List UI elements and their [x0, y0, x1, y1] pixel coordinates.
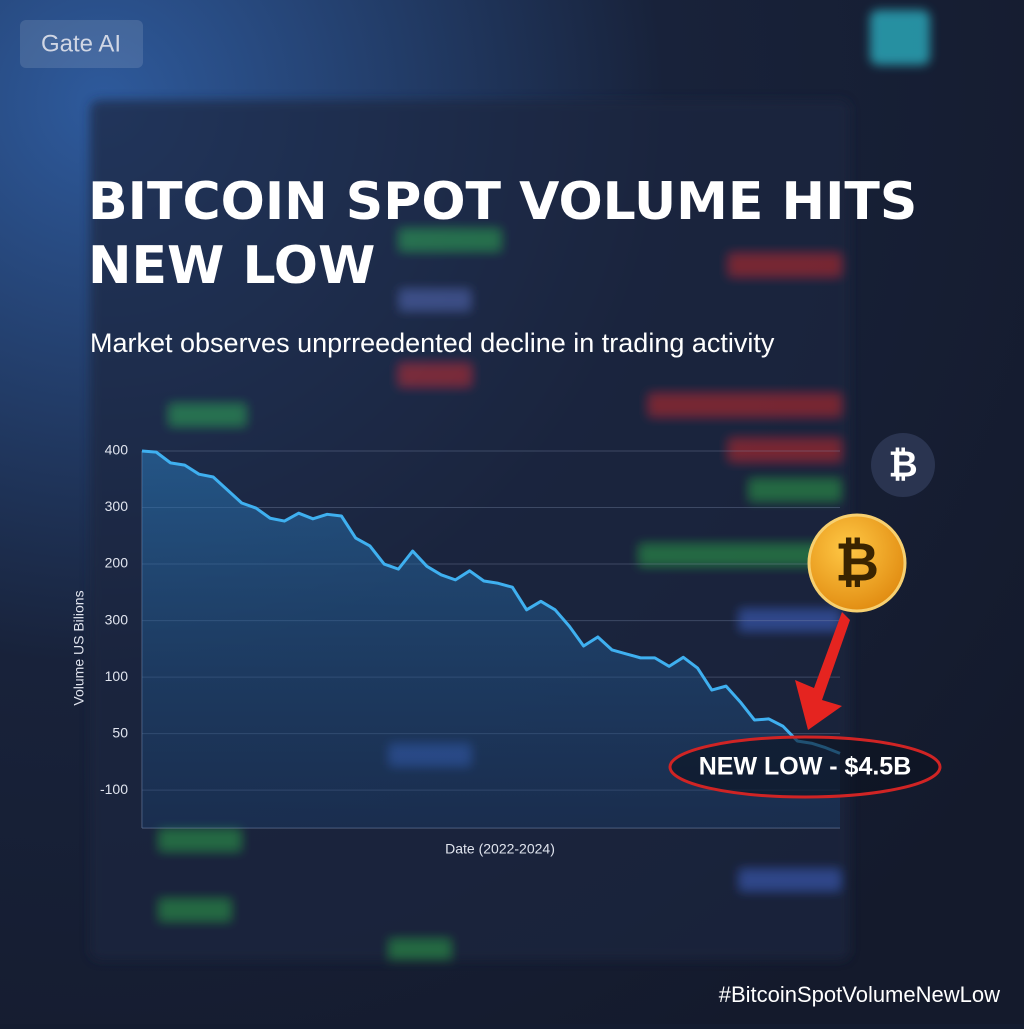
y-tick-label: 50	[112, 724, 128, 740]
y-tick-label: 300	[105, 611, 129, 627]
annotation-ellipse	[668, 735, 942, 799]
chart-title: BITCOIN SPOT VOLUME HITS NEW LOW	[88, 172, 918, 296]
hashtag: #BitcoinSpotVolumeNewLow	[719, 982, 1000, 1007]
line	[141, 449, 841, 755]
btc-symbol: ₿	[888, 444, 917, 485]
annotation: NEW LOW - $4.5B	[699, 753, 912, 781]
brand-badge	[20, 20, 143, 68]
y-tick-label: 100	[105, 668, 129, 684]
arrow	[795, 612, 850, 730]
btc-icon-small	[871, 433, 935, 497]
btc-coin	[807, 513, 907, 613]
title-box: BITCOIN SPOT VOLUME HITS NEW LOW	[88, 172, 918, 296]
chart-subtitle: Market observes unprreedented decline in…	[90, 328, 775, 358]
y-tick-label: 200	[105, 555, 129, 571]
brand: Gate AI	[41, 30, 121, 57]
x-axis-label: Date (2022-2024)	[445, 841, 555, 857]
y-tick-label: -100	[100, 781, 128, 797]
y-axis-label: Volume US Bilions	[71, 590, 87, 705]
plot: 400 300 200 300 100 50 -100	[100, 442, 841, 829]
area	[142, 451, 840, 828]
y-tick-label: 300	[105, 498, 129, 514]
btc-coin-symbol: ₿	[835, 532, 879, 592]
y-tick-label: 400	[105, 442, 129, 458]
